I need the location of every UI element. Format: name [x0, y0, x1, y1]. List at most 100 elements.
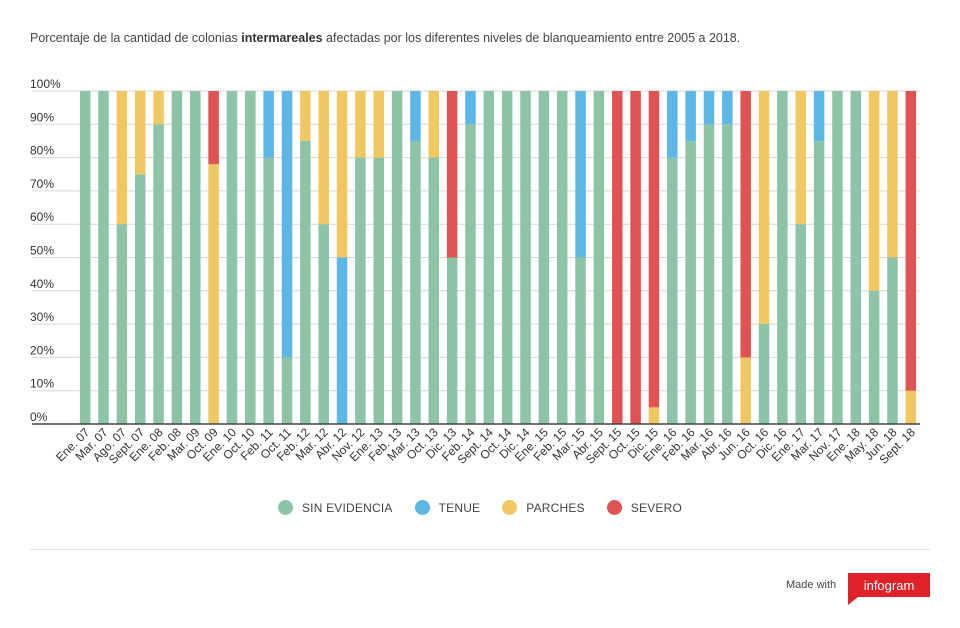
- bar-segment-sin-evidencia: [538, 91, 550, 424]
- bar-segment-tenue: [685, 91, 696, 141]
- bar-segment-parches: [116, 91, 128, 225]
- title-suffix: afectadas por los diferentes niveles de …: [322, 31, 741, 45]
- legend-item-severo[interactable]: SEVERO: [606, 500, 682, 515]
- y-tick-label: 70%: [30, 177, 54, 191]
- y-tick-label: 80%: [30, 144, 54, 158]
- bar-segment-parches: [134, 91, 146, 175]
- y-tick-label: 100%: [30, 77, 61, 91]
- bar-segment-tenue: [813, 91, 825, 141]
- chart-legend: SIN EVIDENCIA TENUE PARCHES SEVERO: [0, 500, 960, 515]
- bar-segment-parches: [740, 357, 751, 424]
- stacked-bar-chart: 0%10%20%30%40%50%60%70%80%90%100%Ene. 07…: [30, 77, 920, 467]
- legend-item-tenue[interactable]: TENUE: [414, 500, 481, 515]
- bar-segment-parches: [208, 164, 219, 424]
- bar-segment-sin-evidencia: [593, 91, 605, 424]
- made-with-label: Made with: [786, 579, 837, 591]
- bar-segment-severo: [740, 91, 751, 358]
- bar-segment-sin-evidencia: [795, 224, 806, 424]
- bar-segment-tenue: [336, 257, 348, 424]
- bar-segment-parches: [153, 91, 164, 125]
- bar-segment-parches: [868, 91, 880, 291]
- bar-segment-sin-evidencia: [318, 224, 329, 424]
- bar-segment-parches: [428, 91, 440, 158]
- bar-segment-sin-evidencia: [391, 91, 403, 424]
- bar-segment-sin-evidencia: [556, 91, 568, 424]
- bar-segment-sin-evidencia: [116, 224, 128, 424]
- bar-segment-parches: [648, 407, 660, 424]
- bar-segment-parches: [887, 91, 898, 258]
- bar-segment-sin-evidencia: [575, 257, 586, 424]
- y-tick-label: 10%: [30, 377, 54, 391]
- bar-segment-sin-evidencia: [722, 124, 733, 425]
- legend-dot-tenue: [414, 500, 430, 515]
- bar-segment-sin-evidencia: [171, 91, 183, 424]
- bar-segment-sin-evidencia: [887, 257, 898, 424]
- bar-segment-parches: [300, 91, 311, 141]
- bar-segment-tenue: [722, 91, 733, 125]
- bar-segment-sin-evidencia: [813, 140, 825, 424]
- legend-dot-severo: [606, 500, 622, 515]
- bar-segment-parches: [758, 91, 770, 325]
- bar-segment-tenue: [263, 91, 274, 158]
- bar-segment-sin-evidencia: [79, 91, 91, 424]
- bar-segment-sin-evidencia: [300, 140, 311, 424]
- bar-segment-parches: [336, 91, 348, 258]
- bar-segment-sin-evidencia: [446, 257, 458, 424]
- bar-segment-parches: [373, 91, 384, 158]
- footer-divider: [30, 549, 930, 550]
- bar-segment-tenue: [667, 91, 678, 158]
- infogram-logo[interactable]: infogram: [848, 573, 930, 605]
- legend-item-parches[interactable]: PARCHES: [502, 500, 585, 515]
- y-tick-label: 90%: [30, 110, 54, 124]
- bar-segment-parches: [795, 91, 806, 225]
- bar-segment-tenue: [465, 91, 476, 125]
- bar-segment-sin-evidencia: [245, 91, 256, 424]
- bar-segment-severo: [208, 91, 219, 165]
- bar-segment-sin-evidencia: [520, 91, 531, 424]
- bar-segment-sin-evidencia: [428, 157, 440, 424]
- legend-label-parches: PARCHES: [526, 500, 585, 515]
- bar-segment-sin-evidencia: [226, 91, 238, 424]
- bar-segment-sin-evidencia: [850, 91, 862, 424]
- bar-segment-sin-evidencia: [868, 290, 880, 424]
- bar-segment-parches: [355, 91, 366, 158]
- y-tick-label: 20%: [30, 343, 54, 357]
- bar-segment-tenue: [703, 91, 715, 125]
- bar-segment-sin-evidencia: [355, 157, 366, 424]
- bar-segment-sin-evidencia: [703, 124, 715, 425]
- bar-segment-sin-evidencia: [777, 91, 788, 424]
- bar-segment-severo: [630, 91, 641, 424]
- bar-segment-severo: [905, 91, 917, 391]
- bar-segment-sin-evidencia: [153, 124, 164, 425]
- bar-segment-tenue: [410, 91, 421, 141]
- bar-segment-sin-evidencia: [281, 357, 293, 424]
- legend-dot-sin-evidencia: [277, 500, 293, 515]
- bar-segment-parches: [905, 390, 917, 424]
- y-tick-label: 0%: [30, 410, 48, 424]
- bar-segment-sin-evidencia: [832, 91, 843, 424]
- legend-label-tenue: TENUE: [438, 500, 481, 515]
- legend-label-sin-evidencia: SIN EVIDENCIA: [301, 500, 393, 515]
- bar-segment-tenue: [575, 91, 586, 258]
- y-tick-label: 40%: [30, 277, 54, 291]
- bar-segment-sin-evidencia: [134, 174, 146, 424]
- bar-segment-sin-evidencia: [263, 157, 274, 424]
- title-prefix: Porcentaje de la cantidad de colonias: [30, 31, 242, 45]
- bar-segment-severo: [648, 91, 660, 408]
- title-bold: intermareales: [241, 31, 323, 45]
- bar-segment-sin-evidencia: [758, 324, 770, 424]
- bar-segment-sin-evidencia: [373, 157, 384, 424]
- bar-segment-sin-evidencia: [667, 157, 678, 424]
- chart-title: Porcentaje de la cantidad de colonias in…: [30, 31, 740, 45]
- bar-segment-sin-evidencia: [190, 91, 201, 424]
- bar-segment-sin-evidencia: [410, 140, 421, 424]
- bar-segment-parches: [318, 91, 329, 225]
- y-tick-label: 50%: [30, 244, 54, 258]
- legend-item-sin-evidencia[interactable]: SIN EVIDENCIA: [277, 500, 393, 515]
- y-tick-label: 60%: [30, 210, 54, 224]
- bar-segment-tenue: [281, 91, 293, 358]
- bar-segment-sin-evidencia: [98, 91, 109, 424]
- legend-dot-parches: [502, 500, 518, 515]
- bar-segment-severo: [612, 91, 623, 424]
- y-tick-label: 30%: [30, 310, 54, 324]
